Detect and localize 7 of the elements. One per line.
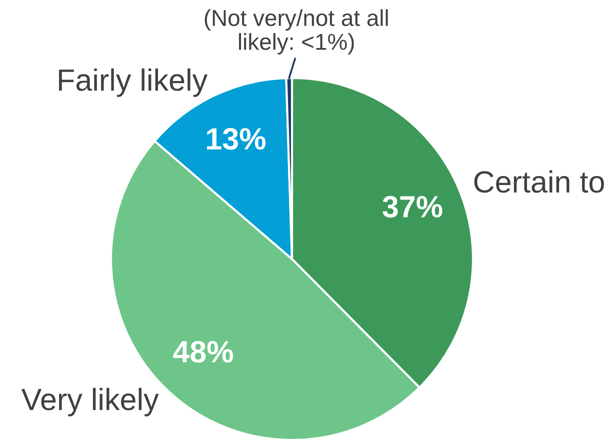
- data-label: 48%: [173, 340, 233, 363]
- slice-label: Fairly likely: [59, 68, 208, 97]
- slice-label: Very likely: [21, 388, 159, 416]
- data-label: 13%: [207, 128, 266, 150]
- slice-label: Certain to: [474, 170, 604, 193]
- data-label: 37%: [382, 196, 442, 218]
- slice-label: (Not very/not at all likely: <1%): [204, 9, 388, 54]
